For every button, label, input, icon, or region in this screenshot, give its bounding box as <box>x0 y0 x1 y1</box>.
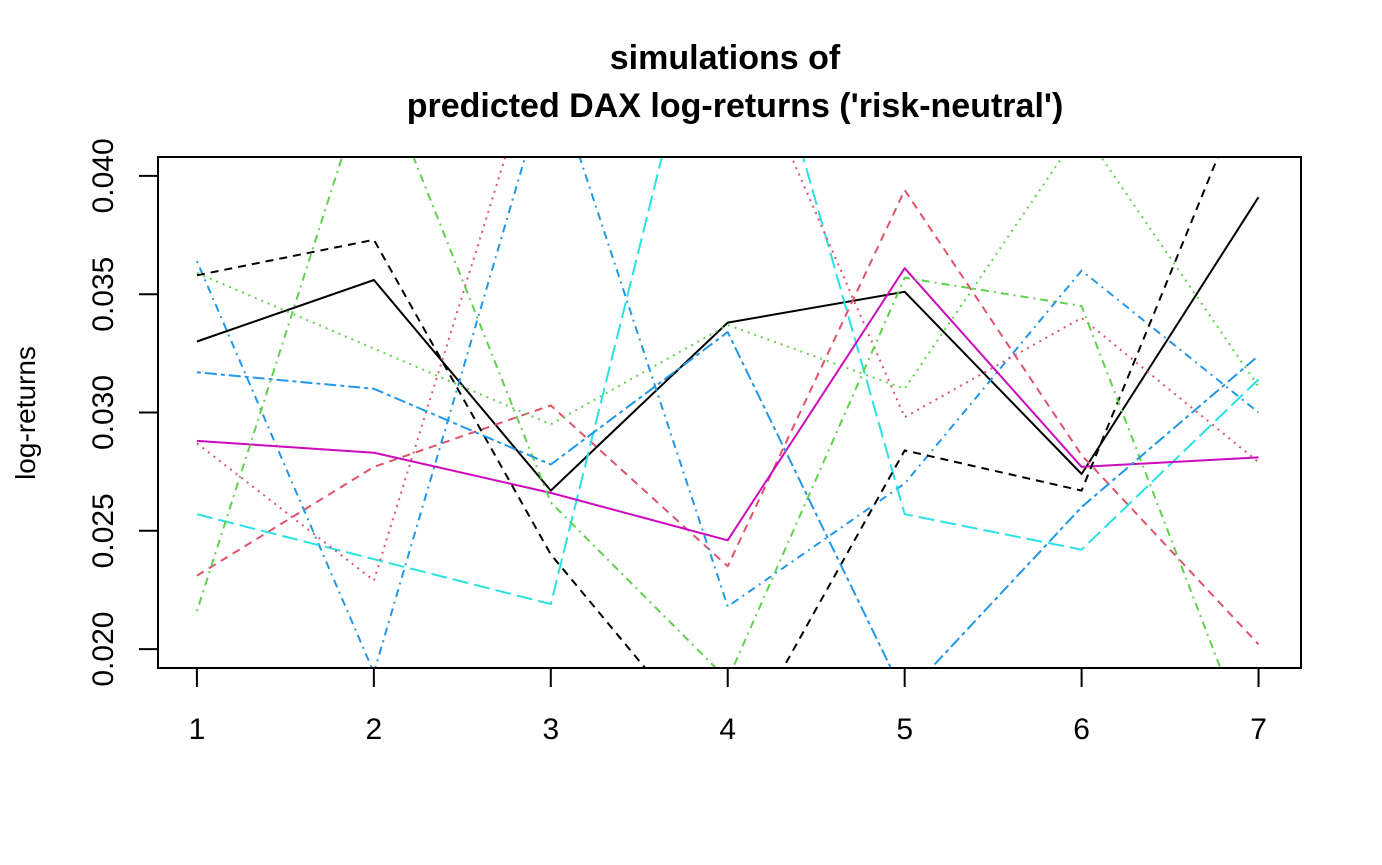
x-tick-label: 3 <box>542 713 559 746</box>
chart-subtitle: predicted DAX log-returns ('risk-neutral… <box>407 87 1064 125</box>
x-tick-label: 4 <box>719 713 736 746</box>
x-tick-label: 2 <box>366 713 383 746</box>
x-tick-label: 1 <box>189 713 206 746</box>
x-axis: 1 2 3 4 5 6 7 <box>189 667 1267 746</box>
y-tick-label: 0.025 <box>87 493 120 568</box>
series-line-9 <box>195 157 1222 668</box>
x-tick-label: 7 <box>1250 713 1267 746</box>
series-line-6 <box>196 267 1259 542</box>
chart-title: simulations of <box>610 39 841 77</box>
x-tick-label: 5 <box>896 713 913 746</box>
y-tick-label: 0.040 <box>87 138 120 213</box>
x-tick-label: 6 <box>1073 713 1090 746</box>
y-tick-label: 0.020 <box>87 612 120 687</box>
series-line-3 <box>196 157 1260 426</box>
series-line-4 <box>195 157 1260 668</box>
series-line-5 <box>196 157 1260 606</box>
series-line-10 <box>196 331 1260 668</box>
series-line-7 <box>196 157 1219 668</box>
y-axis-label: log-returns <box>10 346 41 480</box>
series-line-1 <box>196 196 1260 492</box>
y-tick-label: 0.030 <box>87 375 120 450</box>
plot-frame <box>157 156 1302 669</box>
series-line-2 <box>196 189 1260 645</box>
series-group <box>195 157 1260 668</box>
y-tick-label: 0.035 <box>87 257 120 332</box>
y-axis: 0.020 0.025 0.030 0.035 0.040 <box>87 138 159 687</box>
